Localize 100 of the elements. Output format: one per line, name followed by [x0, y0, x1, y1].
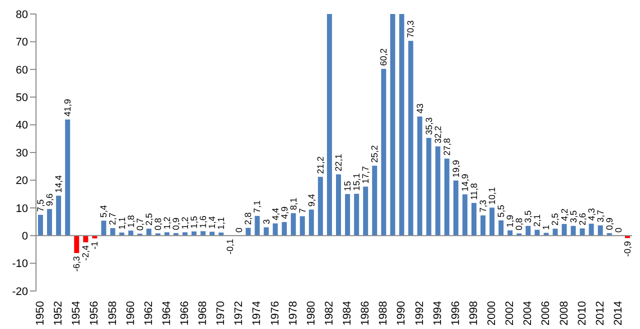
data-label: -1 — [90, 241, 100, 250]
bar — [210, 232, 215, 236]
bar — [354, 194, 360, 236]
data-label: 2,6 — [577, 212, 588, 226]
data-label: 3,5 — [568, 210, 578, 223]
bar — [56, 196, 62, 236]
bar — [200, 231, 206, 236]
data-label: 0,9 — [604, 218, 614, 230]
data-label: 60,2 — [378, 48, 389, 66]
bar — [345, 194, 350, 236]
bar — [526, 226, 531, 236]
x-tick-label: 1958 — [106, 301, 119, 326]
y-tick-label: 30 — [16, 147, 28, 160]
data-label: 17,7 — [360, 166, 371, 184]
bar — [336, 174, 341, 236]
x-tick-label: 2006 — [540, 301, 552, 326]
data-label: 2,5 — [550, 213, 560, 226]
y-tick-label: 80 — [16, 8, 28, 21]
bar — [92, 236, 98, 238]
x-tick-label: 1976 — [269, 301, 282, 326]
data-label: -0,1 — [225, 238, 236, 254]
x-tick-label: 1996 — [450, 301, 462, 326]
bar — [83, 236, 88, 242]
bar — [480, 215, 486, 236]
x-tick-label: 1988 — [378, 301, 390, 326]
bar — [390, 14, 396, 236]
bar — [74, 236, 80, 254]
data-label: 1,8 — [126, 215, 136, 228]
data-label: 32,2 — [432, 126, 443, 144]
bar — [326, 14, 332, 236]
bar — [246, 228, 251, 236]
bar — [308, 210, 314, 236]
x-tick-label: 2010 — [576, 301, 588, 326]
data-label: 5,5 — [496, 204, 506, 218]
data-label: 9,4 — [306, 194, 316, 207]
x-tick-label: 2002 — [504, 301, 516, 326]
x-tick-label: 1972 — [233, 301, 246, 326]
data-label: 0,8 — [514, 218, 524, 230]
bar — [264, 227, 269, 236]
x-tick-label: 2000 — [486, 301, 498, 326]
data-label: 25,2 — [370, 145, 380, 163]
bar — [598, 225, 603, 236]
x-tick-label: 2014 — [612, 301, 624, 326]
bar — [47, 209, 52, 236]
bar — [453, 180, 458, 236]
data-label: 0 — [613, 228, 624, 233]
data-label: 21,2 — [315, 156, 326, 174]
x-tick-label: 1992 — [414, 301, 426, 326]
data-label: 14,4 — [54, 175, 64, 193]
bar — [588, 224, 594, 236]
y-tick-label: 20 — [16, 175, 28, 188]
bar — [65, 120, 70, 236]
data-label: 7,3 — [478, 200, 488, 212]
bar — [408, 40, 414, 236]
bar — [498, 220, 504, 236]
data-label: -6,3 — [72, 256, 82, 272]
x-tick-label: 1980 — [305, 301, 318, 326]
x-tick-label: 1974 — [251, 301, 264, 326]
bar — [399, 14, 404, 236]
x-tick-label: 1966 — [179, 301, 191, 326]
data-label: 1,6 — [198, 216, 208, 228]
bar — [372, 166, 378, 236]
data-label: 10,1 — [487, 187, 498, 205]
x-tick-label: 1984 — [342, 301, 354, 326]
data-label: 43 — [414, 103, 425, 114]
data-label: 14,9 — [460, 174, 470, 192]
bar — [318, 176, 323, 236]
bar — [110, 228, 116, 236]
bar — [101, 220, 106, 236]
data-label: 4,9 — [279, 206, 290, 220]
bar — [580, 228, 585, 236]
bar — [38, 214, 43, 236]
data-label: 4,3 — [586, 208, 596, 221]
data-label: 9,6 — [44, 193, 55, 206]
x-tick-label: 2004 — [522, 301, 534, 326]
x-tick-label: 1950 — [34, 301, 47, 326]
data-label: 41,9 — [62, 99, 73, 117]
bar — [128, 230, 134, 236]
x-tick-label: 1994 — [432, 301, 444, 326]
bar — [562, 224, 567, 236]
x-tick-label: 1962 — [142, 301, 155, 326]
data-label: 0 — [234, 228, 244, 233]
x-tick-label: 1968 — [197, 301, 210, 326]
x-tick-label: 1970 — [215, 301, 228, 326]
bar — [300, 216, 305, 236]
x-tick-label: 2012 — [594, 301, 606, 326]
data-label: 2,8 — [243, 212, 254, 225]
data-label: 15 — [342, 181, 353, 192]
bar — [426, 138, 432, 236]
data-label: 1,1 — [116, 217, 127, 230]
x-tick-label: 1986 — [360, 301, 372, 326]
data-label: 22,1 — [334, 154, 344, 172]
y-tick-label: 50 — [16, 92, 28, 104]
data-label: 3,7 — [595, 210, 606, 222]
data-label: 1,5 — [189, 216, 200, 228]
y-tick-label: -10 — [12, 258, 28, 270]
bar — [282, 222, 287, 236]
data-label: 70,3 — [406, 20, 416, 38]
x-tick-label: 1954 — [70, 301, 83, 326]
bar — [272, 223, 278, 236]
